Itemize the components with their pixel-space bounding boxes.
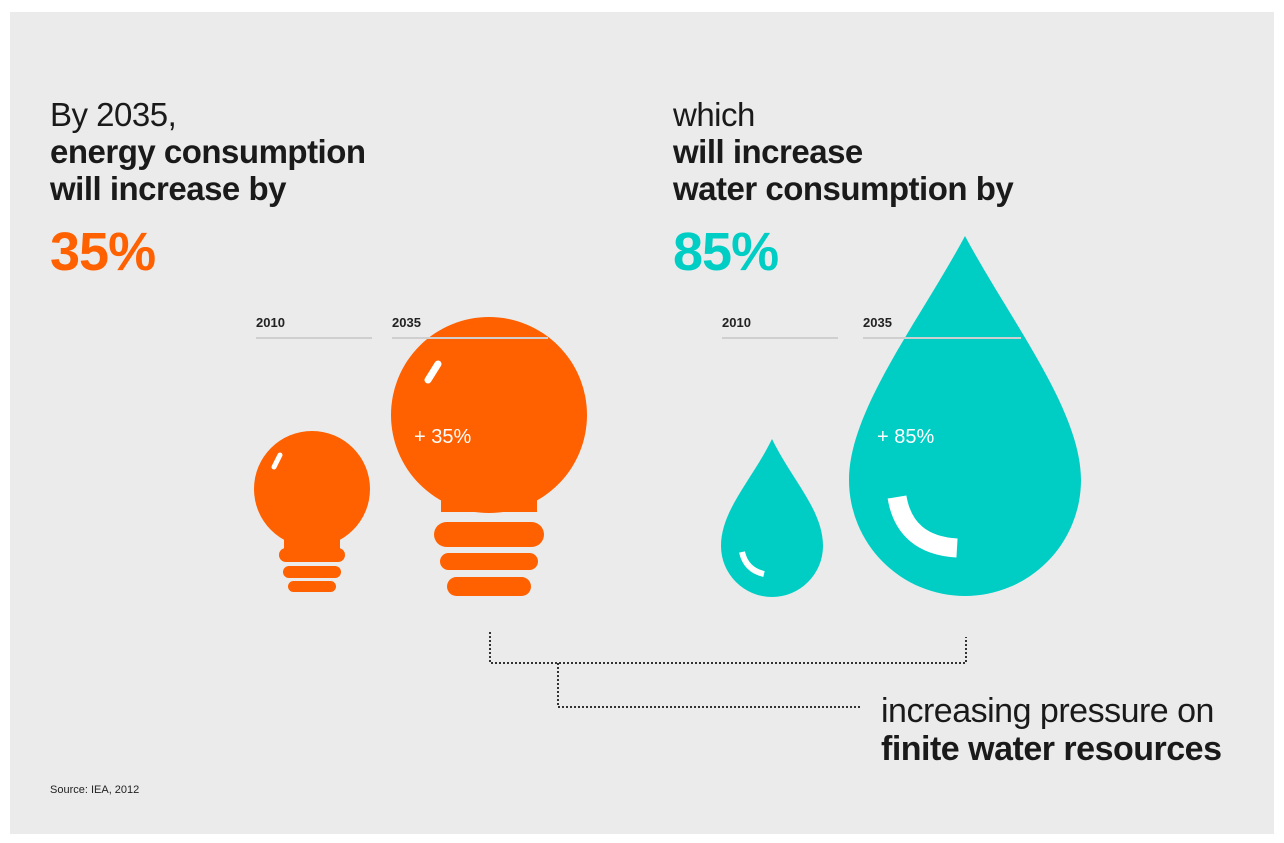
drop-2010-icon [721, 439, 823, 597]
energy-year-2035: 2035 [392, 315, 421, 330]
water-line-1: which [673, 96, 755, 133]
energy-line-2: energy consumption [50, 133, 366, 170]
energy-year-2035-fineprint [392, 337, 548, 339]
bulb-2010-icon [254, 431, 370, 592]
energy-headline: By 2035, energy consumption will increas… [50, 96, 366, 207]
conclusion-line-1: increasing pressure on [881, 692, 1214, 730]
water-year-2035-fineprint [863, 337, 1021, 339]
energy-line-1: By 2035, [50, 96, 177, 133]
conclusion-text: increasing pressure on finite water reso… [881, 692, 1222, 768]
energy-line-3: will increase by [50, 170, 286, 207]
source-note: Source: IEA, 2012 [50, 784, 140, 796]
water-year-2035: 2035 [863, 315, 892, 330]
dotted-bracket [489, 632, 967, 708]
bulb-2035-icon [391, 317, 587, 596]
water-year-2010: 2010 [722, 315, 751, 330]
water-line-3: water consumption by [673, 170, 1014, 207]
bulb-2035-label: + 35% [414, 426, 472, 448]
bulb-2035-shine [424, 360, 442, 384]
water-percent: 85% [673, 222, 779, 282]
energy-year-2010-fineprint [256, 337, 372, 339]
water-headline: which will increase water consumption by [673, 96, 1014, 207]
drop-2035-shine [887, 495, 958, 558]
conclusion-line-2: finite water resources [881, 730, 1222, 768]
drop-2035-icon [849, 236, 1081, 596]
drop-2035-label: + 85% [877, 426, 935, 448]
energy-year-2010: 2010 [256, 315, 285, 330]
water-year-2010-fineprint [722, 337, 838, 339]
drop-2010-shine [739, 551, 765, 577]
water-line-2: will increase [673, 133, 863, 170]
energy-percent: 35% [50, 222, 156, 282]
bulb-2010-shine [271, 452, 283, 470]
